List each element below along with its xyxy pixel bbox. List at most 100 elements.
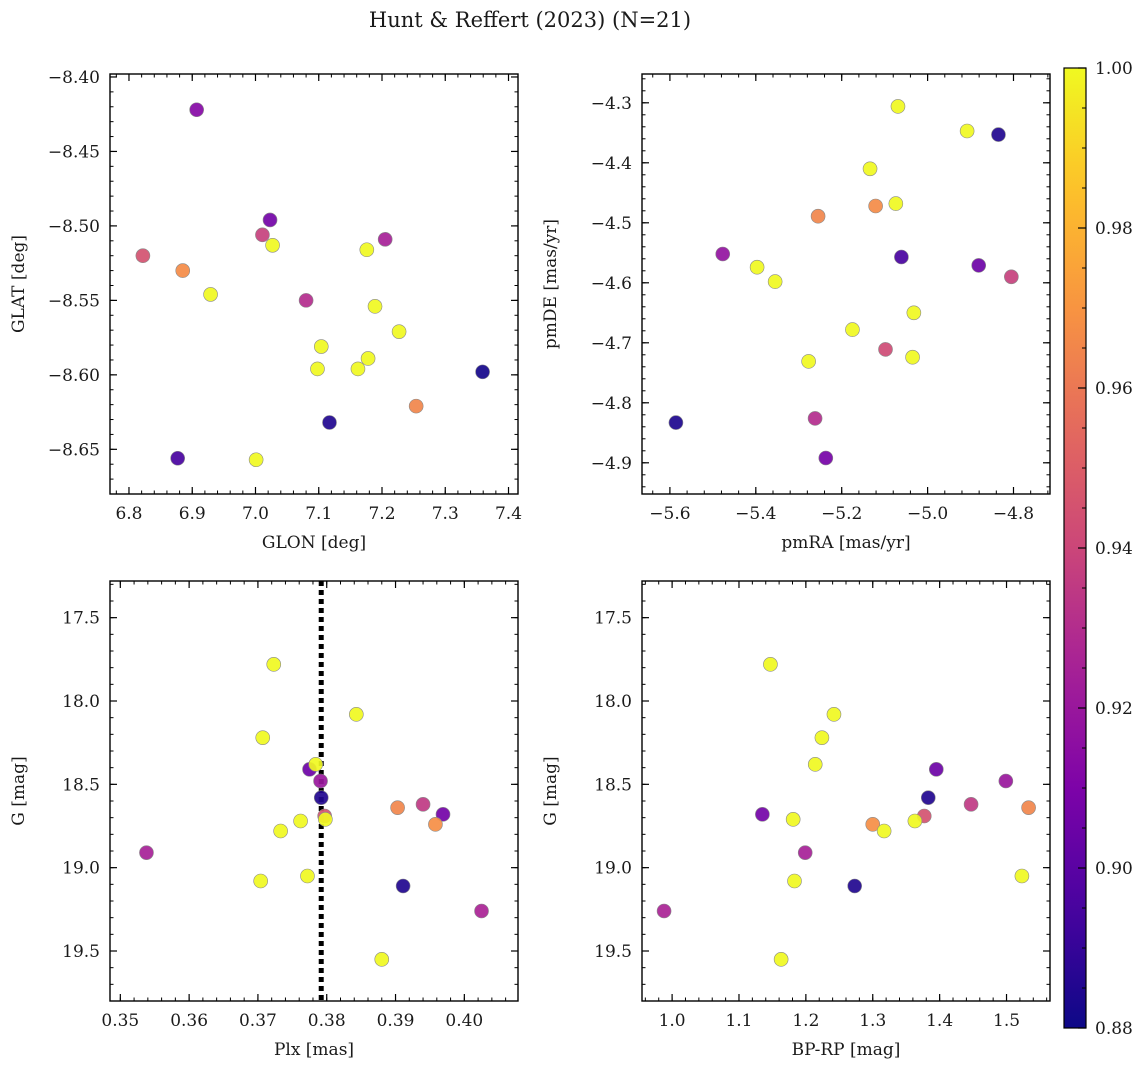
scatter-point xyxy=(435,807,451,822)
scatter-point xyxy=(1021,800,1036,815)
scatter-point xyxy=(266,657,282,672)
scatter-point xyxy=(395,878,411,894)
colorbar-tick-label: 0.98 xyxy=(1095,219,1133,239)
scatter-point xyxy=(894,249,909,265)
colorbar-tick-label: 0.92 xyxy=(1095,699,1133,719)
scatter-point xyxy=(350,361,366,377)
x-axis-label: GLON [deg] xyxy=(262,533,366,553)
y-tick-label: −4.4 xyxy=(591,154,632,174)
scatter-point xyxy=(255,730,271,745)
scatter-point xyxy=(890,99,906,114)
scatter-point xyxy=(293,813,308,829)
x-tick-label: 1.0 xyxy=(659,1011,686,1031)
y-tick-label: −8.45 xyxy=(48,142,100,162)
scatter-point xyxy=(888,196,904,211)
scatter-point xyxy=(787,873,802,889)
scatter-point xyxy=(1004,269,1019,285)
scatter-point xyxy=(963,797,979,812)
plot-frame xyxy=(109,580,519,1002)
x-tick-label: 0.40 xyxy=(445,1011,483,1031)
scatter-point xyxy=(906,305,922,321)
y-tick-label: 19.0 xyxy=(62,859,100,879)
scatter-point xyxy=(801,354,816,369)
y-tick-label: 19.5 xyxy=(594,942,632,962)
x-tick-label: 0.38 xyxy=(308,1011,346,1031)
scatter-point xyxy=(656,903,672,919)
colorbar-gradient xyxy=(1064,68,1086,1028)
y-tick-label: −8.50 xyxy=(48,217,100,237)
scatter-point xyxy=(248,452,264,468)
scatter-point xyxy=(175,263,191,278)
x-tick-label: 1.5 xyxy=(993,1011,1020,1031)
scatter-point xyxy=(862,161,878,177)
scatter-point xyxy=(767,274,783,289)
scatter-point xyxy=(313,790,329,805)
scatter-point xyxy=(876,823,892,839)
scatter-point xyxy=(907,813,923,829)
figure-title: Hunt & Reffert (2023) (N=21) xyxy=(369,8,691,32)
scatter-point xyxy=(308,757,324,772)
y-tick-label: −8.60 xyxy=(48,366,100,386)
scatter-point xyxy=(300,868,315,884)
colorbar-tick-label: 0.90 xyxy=(1095,859,1133,879)
scatter-point xyxy=(313,339,329,354)
x-tick-label: 1.1 xyxy=(725,1011,752,1031)
y-tick-label: −4.6 xyxy=(591,274,632,294)
y-tick-label: 17.5 xyxy=(594,609,632,629)
y-tick-label: 18.5 xyxy=(594,775,632,795)
y-tick-label: −4.9 xyxy=(591,454,632,474)
scatter-point xyxy=(313,773,328,789)
scatter-point xyxy=(203,287,218,302)
scatter-point xyxy=(310,361,325,377)
y-axis-label: G [mag] xyxy=(541,756,561,825)
y-tick-label: −4.8 xyxy=(591,394,632,414)
scatter-point xyxy=(818,450,834,466)
x-tick-label: −5.4 xyxy=(735,504,776,524)
scatter-point xyxy=(971,258,987,273)
x-tick-label: 0.37 xyxy=(239,1011,277,1031)
scatter-point xyxy=(715,246,731,262)
scatter-point xyxy=(810,208,826,224)
plot-frame xyxy=(109,73,519,495)
scatter-point xyxy=(814,730,830,745)
scatter-point xyxy=(785,812,801,827)
x-tick-label: 6.9 xyxy=(179,504,206,524)
y-tick-label: −4.7 xyxy=(591,334,632,354)
y-tick-label: 18.5 xyxy=(62,775,100,795)
colorbar-tick-label: 0.96 xyxy=(1095,379,1133,399)
scatter-point xyxy=(428,817,443,832)
scatter-point xyxy=(374,952,390,967)
y-axis-label: G [mag] xyxy=(9,756,29,825)
scatter-point xyxy=(668,415,684,430)
y-tick-label: 17.5 xyxy=(62,609,100,629)
scatter-point xyxy=(755,807,770,822)
plot-frame xyxy=(641,73,1051,495)
scatter-point xyxy=(797,845,813,860)
y-tick-label: 18.0 xyxy=(62,692,100,712)
y-tick-label: 19.0 xyxy=(594,859,632,879)
scatter-point xyxy=(349,707,364,722)
colorbar-tick-label: 1.00 xyxy=(1095,59,1133,79)
x-tick-label: 0.35 xyxy=(101,1011,139,1031)
scatter-point xyxy=(253,873,268,889)
x-tick-label: −5.6 xyxy=(649,504,690,524)
scatter-point xyxy=(878,342,893,357)
x-tick-label: 6.8 xyxy=(115,504,142,524)
x-tick-label: 1.4 xyxy=(926,1011,953,1031)
scatter-point xyxy=(868,198,883,214)
x-axis-label: BP-RP [mag] xyxy=(792,1040,901,1060)
scatter-point xyxy=(773,952,789,967)
scatter-point xyxy=(749,259,765,275)
scatter-point xyxy=(1014,868,1030,884)
scatter-point xyxy=(847,878,862,894)
scatter-panel-bprp-g: 1.0 1.1 1.2 1.3 1.4 1.5 17.5 18.0 18.5 19.0 19.5 BP… xyxy=(541,580,1051,1060)
plot-frame xyxy=(641,580,1051,1002)
y-tick-label: −4.3 xyxy=(591,94,632,114)
y-tick-label: −8.65 xyxy=(48,440,100,460)
scatter-point xyxy=(262,212,278,228)
colorbar-tick-label: 0.94 xyxy=(1095,539,1133,559)
scatter-point xyxy=(255,227,270,243)
scatter-point xyxy=(845,322,860,337)
scatter-panel-pmra-pmde: −5.6 −5.4 −5.2 −5.0 −4.8 −4.3 −4.4 −4.5 −4.6 −4.7… xyxy=(541,73,1051,553)
y-tick-label: −8.55 xyxy=(48,291,100,311)
